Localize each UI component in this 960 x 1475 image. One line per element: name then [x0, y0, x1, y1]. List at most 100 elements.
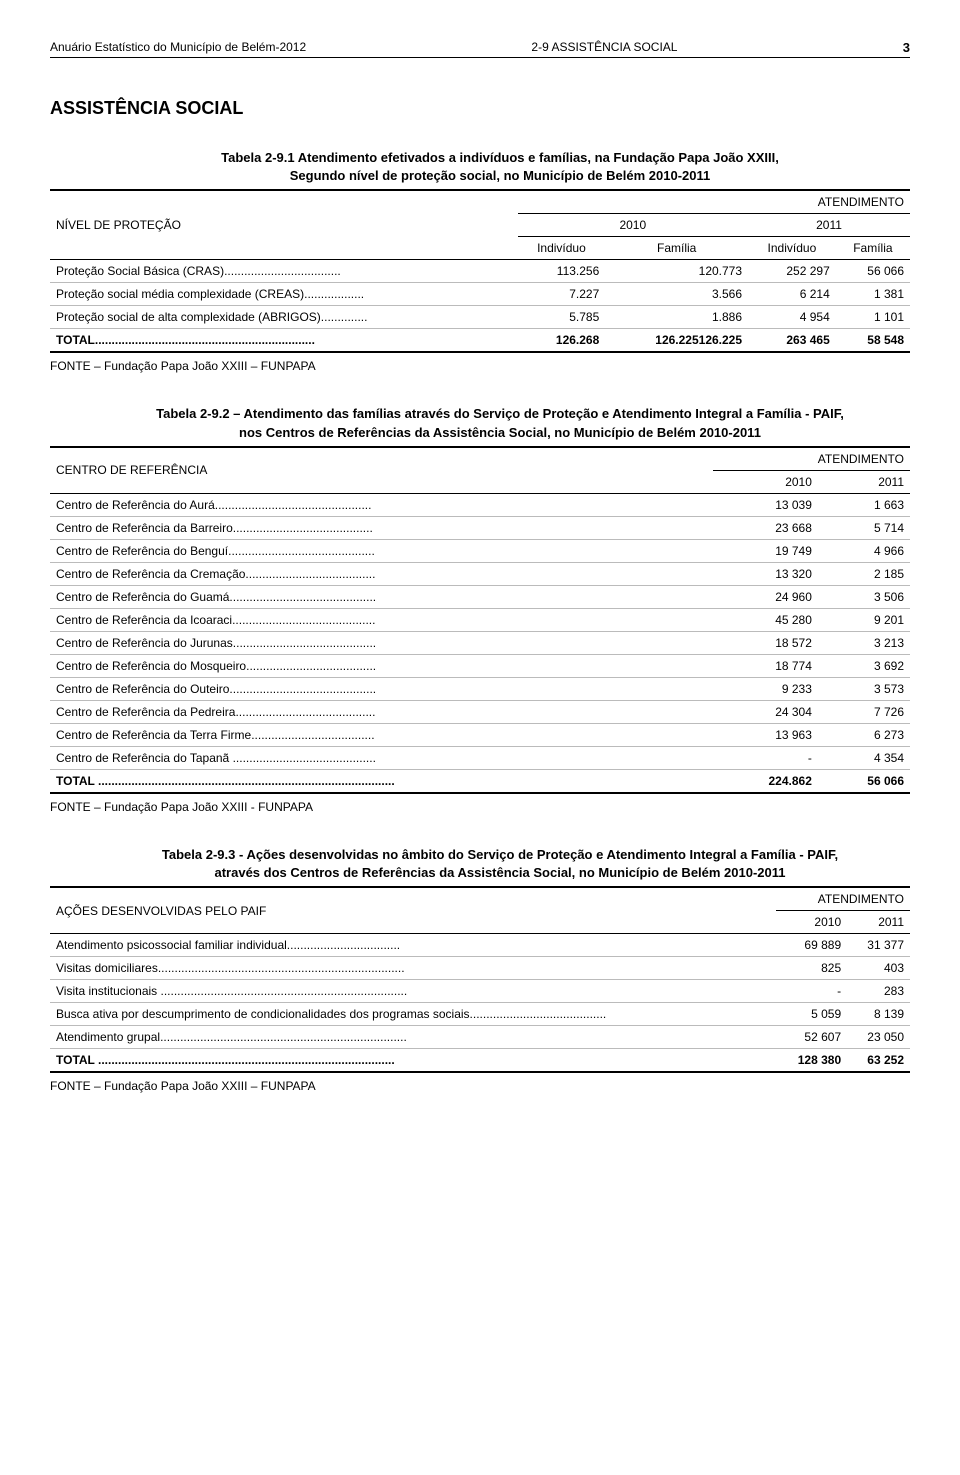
table1: NÍVEL DE PROTEÇÃO ATENDIMENTO 2010 2011 … [50, 189, 910, 353]
row-c2: 283 [847, 980, 910, 1003]
table-row: Centro de Referência da Pedreira........… [50, 700, 910, 723]
table1-total-c1: 126.268 [518, 329, 606, 353]
table1-total-label: TOTAL...................................… [50, 329, 518, 353]
table1-caption-line2: Segundo nível de proteção social, no Mun… [90, 167, 910, 185]
table3-caption-line2: através dos Centros de Referências da As… [90, 864, 910, 882]
row-c1: 13 320 [713, 562, 818, 585]
row-label: Proteção social média complexidade (CREA… [50, 283, 518, 306]
row-label: Centro de Referência da Terra Firme.....… [50, 723, 713, 746]
row-c2: 3.566 [605, 283, 748, 306]
table2-rowhead: CENTRO DE REFERÊNCIA [50, 447, 713, 494]
table1-source: FONTE – Fundação Papa João XXIII – FUNPA… [50, 359, 910, 373]
table-row: Centro de Referência da Terra Firme.....… [50, 723, 910, 746]
table-row: Centro de Referência do Jurunas.........… [50, 631, 910, 654]
row-c1: 23 668 [713, 516, 818, 539]
row-c2: 120.773 [605, 260, 748, 283]
table-row: Proteção social média complexidade (CREA… [50, 283, 910, 306]
table1-caption: Tabela 2-9.1 Atendimento efetivados a in… [90, 149, 910, 185]
row-label: Centro de Referência do Benguí..........… [50, 539, 713, 562]
row-c1: - [776, 980, 847, 1003]
row-label: Centro de Referência do Guamá...........… [50, 585, 713, 608]
table-row: Visita institucionais ..................… [50, 980, 910, 1003]
table1-rowhead: NÍVEL DE PROTEÇÃO [50, 190, 518, 260]
table3-total-c2: 63 252 [847, 1049, 910, 1073]
table-row: Centro de Referência do Aurá............… [50, 493, 910, 516]
row-c1: 18 774 [713, 654, 818, 677]
row-c2: 2 185 [818, 562, 910, 585]
table-row: Atendimento grupal......................… [50, 1026, 910, 1049]
table-row: Proteção social de alta complexidade (AB… [50, 306, 910, 329]
table-row: Visitas domiciliares....................… [50, 957, 910, 980]
row-c2: 1 663 [818, 493, 910, 516]
row-c2: 5 714 [818, 516, 910, 539]
table3: AÇÕES DESENVOLVIDAS PELO PAIF ATENDIMENT… [50, 886, 910, 1073]
row-c1: 24 304 [713, 700, 818, 723]
row-c1: 7.227 [518, 283, 606, 306]
row-label: Visitas domiciliares....................… [50, 957, 776, 980]
row-label: Centro de Referência do Jurunas.........… [50, 631, 713, 654]
row-c2: 8 139 [847, 1003, 910, 1026]
row-c2: 4 966 [818, 539, 910, 562]
table-row: Centro de Referência do Benguí..........… [50, 539, 910, 562]
row-c2: 6 273 [818, 723, 910, 746]
row-c2: 31 377 [847, 934, 910, 957]
table2-total-c2: 56 066 [818, 769, 910, 793]
table1-year2: 2011 [748, 214, 910, 237]
row-label: Centro de Referência do Mosqueiro.......… [50, 654, 713, 677]
header-center: 2-9 ASSISTÊNCIA SOCIAL [531, 40, 677, 55]
table1-sub2: Família [605, 237, 748, 260]
row-c1: 13 039 [713, 493, 818, 516]
row-label: Busca ativa por descumprimento de condic… [50, 1003, 776, 1026]
table-row: Busca ativa por descumprimento de condic… [50, 1003, 910, 1026]
page-header: Anuário Estatístico do Município de Belé… [50, 40, 910, 58]
row-c1: - [713, 746, 818, 769]
table1-sub1: Indivíduo [518, 237, 606, 260]
table3-caption-line1: Tabela 2-9.3 - Ações desenvolvidas no âm… [162, 847, 838, 862]
table-row: Centro de Referência da Cremação........… [50, 562, 910, 585]
table3-year2: 2011 [847, 911, 910, 934]
table1-sub3: Indivíduo [748, 237, 836, 260]
table3-source: FONTE – Fundação Papa João XXIII – FUNPA… [50, 1079, 910, 1093]
table2: CENTRO DE REFERÊNCIA ATENDIMENTO 2010 20… [50, 446, 910, 794]
table-row: Centro de Referência do Tapanã .........… [50, 746, 910, 769]
row-c1: 825 [776, 957, 847, 980]
table-row: Centro de Referência da Barreiro........… [50, 516, 910, 539]
row-label: Centro de Referência da Barreiro........… [50, 516, 713, 539]
row-c3: 4 954 [748, 306, 836, 329]
row-c2: 9 201 [818, 608, 910, 631]
row-label: Centro de Referência do Aurá............… [50, 493, 713, 516]
header-page-number: 3 [903, 40, 910, 55]
table3-year1: 2010 [776, 911, 847, 934]
row-c2: 7 726 [818, 700, 910, 723]
row-c2: 3 573 [818, 677, 910, 700]
row-c2: 4 354 [818, 746, 910, 769]
section-title: ASSISTÊNCIA SOCIAL [50, 98, 910, 119]
row-c1: 24 960 [713, 585, 818, 608]
row-label: Atendimento grupal......................… [50, 1026, 776, 1049]
table2-year2: 2011 [818, 470, 910, 493]
row-c2: 403 [847, 957, 910, 980]
table2-caption-line2: nos Centros de Referências da Assistênci… [90, 424, 910, 442]
table-row: Proteção Social Básica (CRAS)...........… [50, 260, 910, 283]
row-c3: 6 214 [748, 283, 836, 306]
table2-total-label: TOTAL ..................................… [50, 769, 713, 793]
row-c1: 5.785 [518, 306, 606, 329]
row-c1: 45 280 [713, 608, 818, 631]
table2-year1: 2010 [713, 470, 818, 493]
row-c1: 52 607 [776, 1026, 847, 1049]
row-label: Visita institucionais ..................… [50, 980, 776, 1003]
row-label: Proteção social de alta complexidade (AB… [50, 306, 518, 329]
row-c4: 56 066 [836, 260, 910, 283]
table-row: Centro de Referência do Outeiro.........… [50, 677, 910, 700]
row-c2: 3 692 [818, 654, 910, 677]
table-row: Atendimento psicossocial familiar indivi… [50, 934, 910, 957]
table1-caption-line1: Tabela 2-9.1 Atendimento efetivados a in… [221, 150, 779, 165]
table2-caption: Tabela 2-9.2 – Atendimento das famílias … [90, 405, 910, 441]
table1-sub4: Família [836, 237, 910, 260]
row-c1: 5 059 [776, 1003, 847, 1026]
table3-caption: Tabela 2-9.3 - Ações desenvolvidas no âm… [90, 846, 910, 882]
row-c2: 3 506 [818, 585, 910, 608]
row-c2: 3 213 [818, 631, 910, 654]
table1-year1: 2010 [518, 214, 748, 237]
row-label: Centro de Referência da Icoaraci........… [50, 608, 713, 631]
